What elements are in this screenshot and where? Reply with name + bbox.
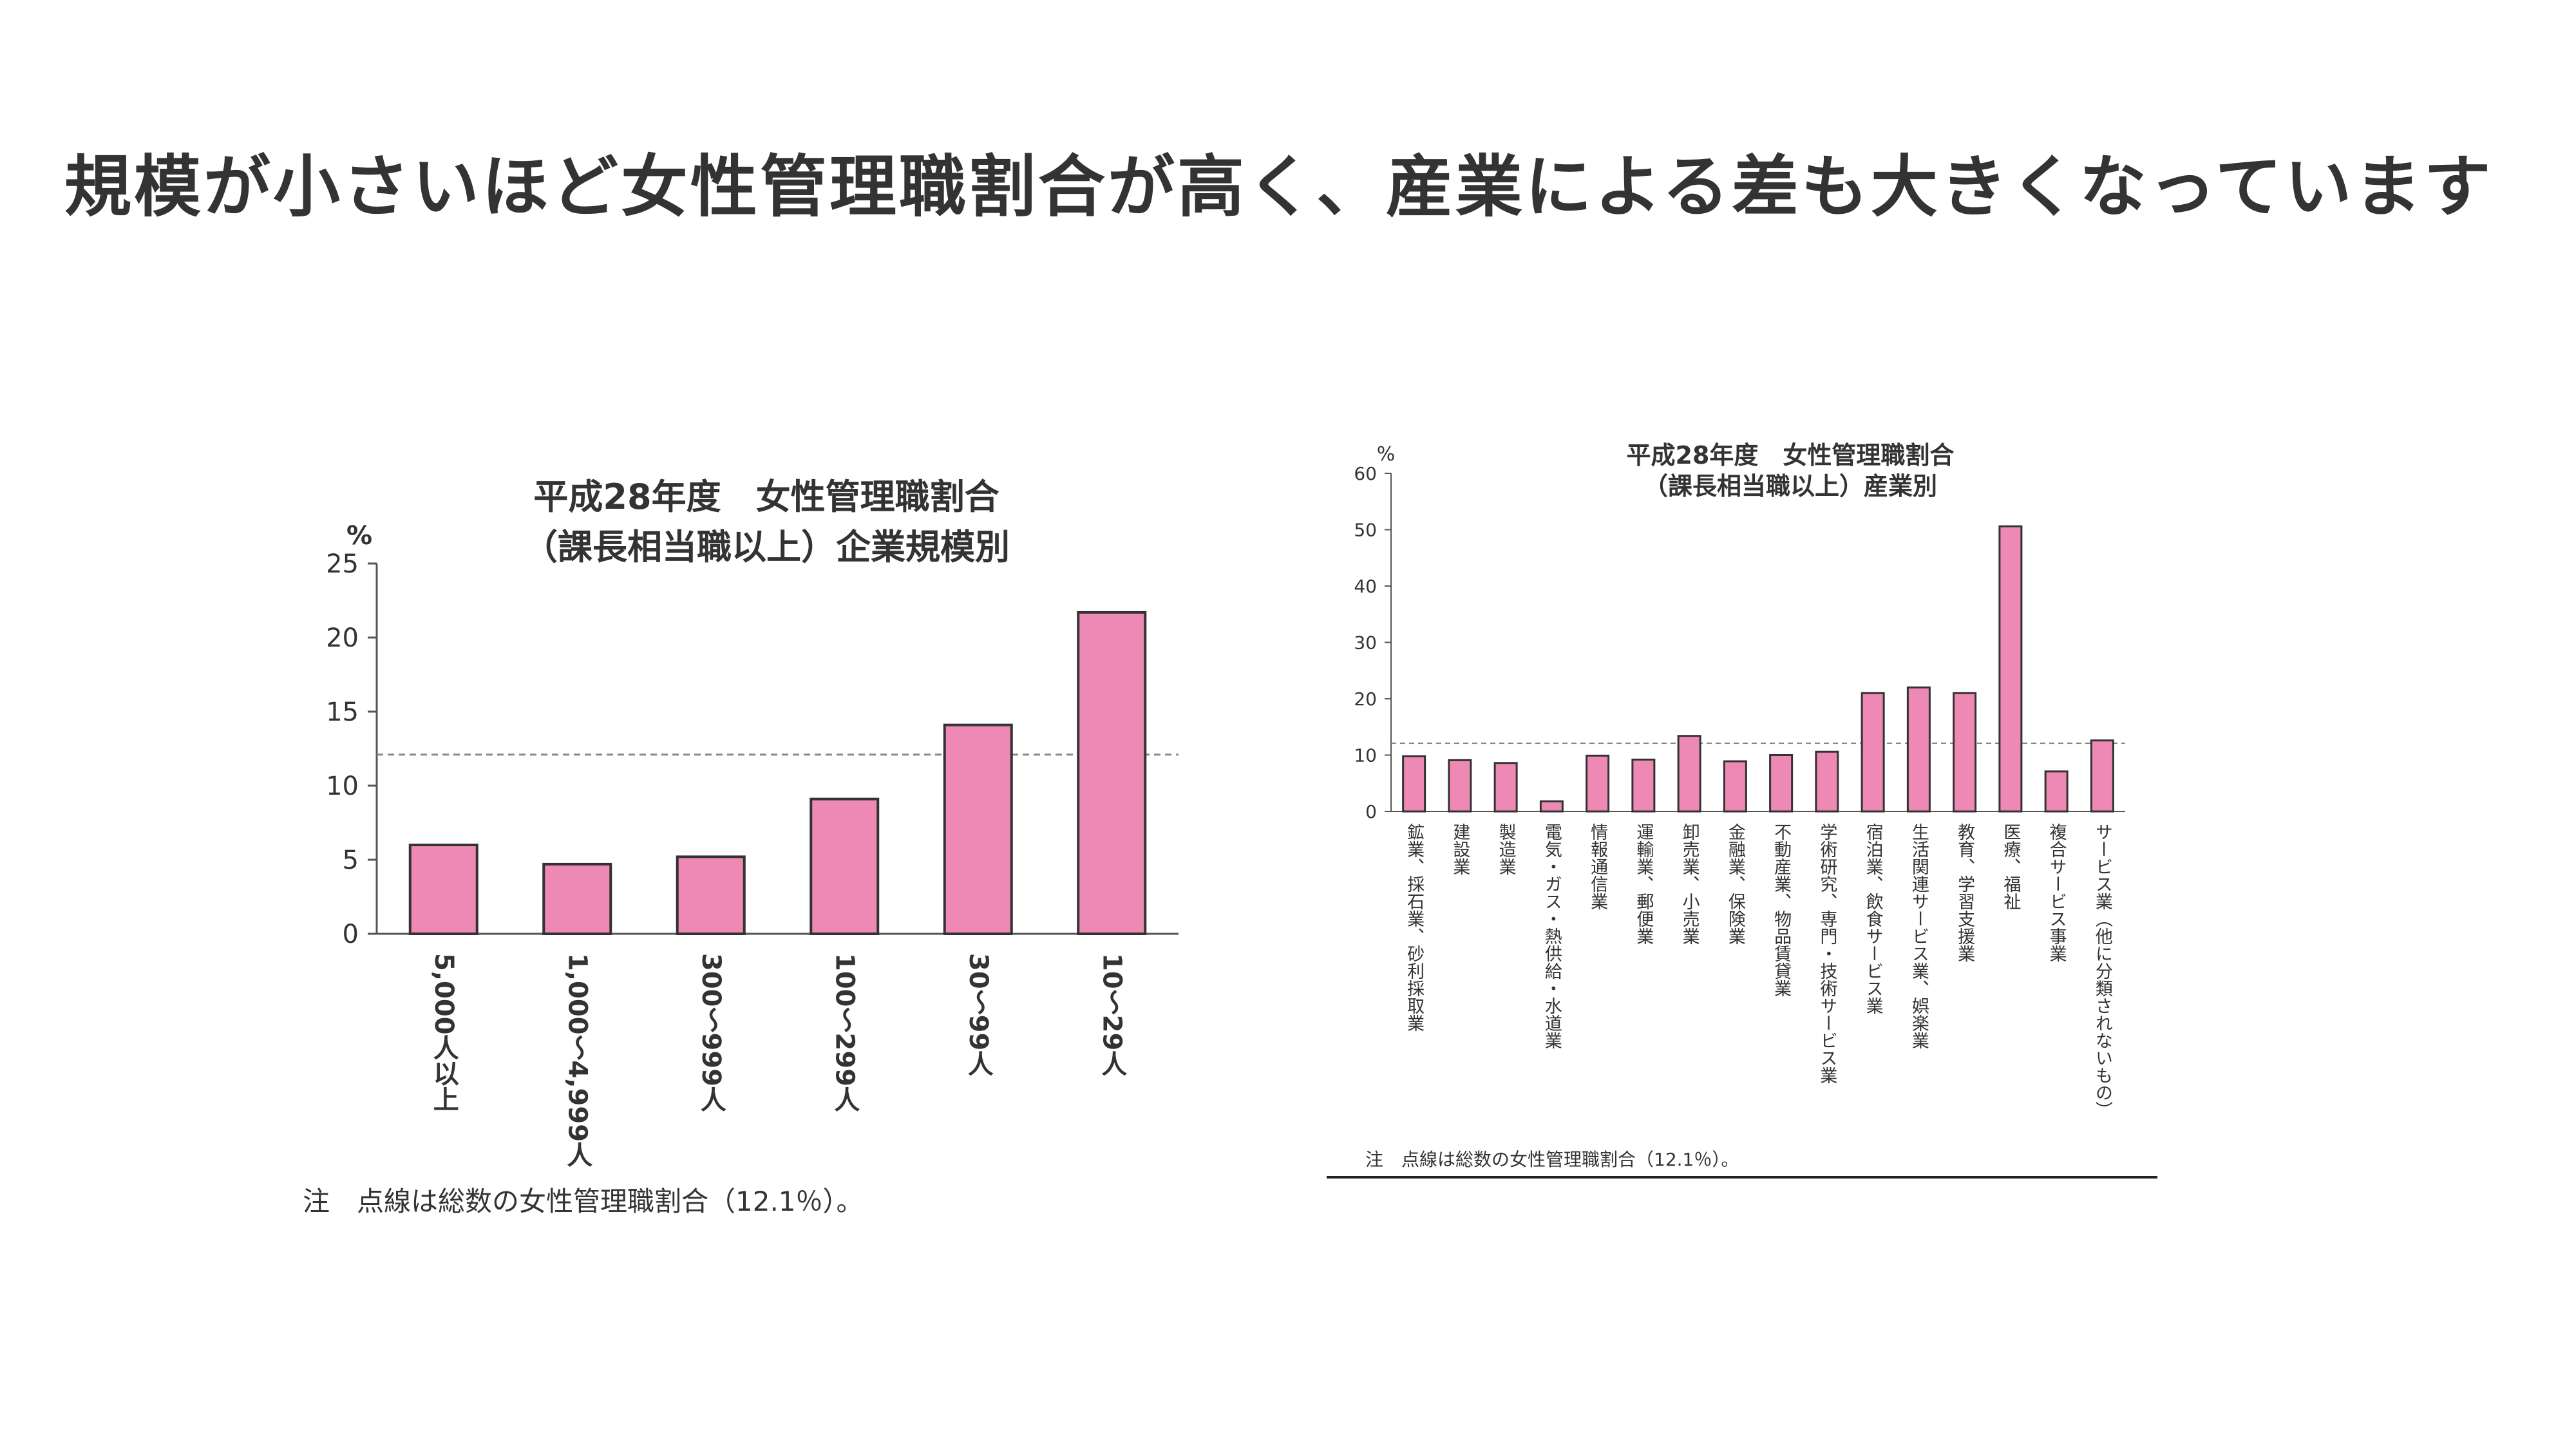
y-tick-label: 10 bbox=[1354, 745, 1377, 766]
y-tick-label: 5 bbox=[343, 846, 359, 875]
chart-note: 注 点線は総数の女性管理職割合（12.1％）。 bbox=[303, 1186, 864, 1217]
bar bbox=[1493, 762, 1518, 813]
category-label: 30～99人 bbox=[963, 953, 994, 1076]
chart-subtitle: （課長相当職以上）企業規模別 bbox=[523, 527, 1010, 567]
category-label: 10～29人 bbox=[1097, 953, 1127, 1076]
y-axis-unit: % bbox=[1377, 443, 1396, 466]
category-label: 100～299人 bbox=[829, 953, 860, 1112]
bar bbox=[2090, 739, 2114, 813]
y-tick-label: 50 bbox=[1354, 520, 1377, 541]
category-label: 医療、福祉 bbox=[2000, 823, 2021, 910]
category-label: サービス業（他に分類されないもの） bbox=[2092, 823, 2113, 1119]
y-tick-label: 40 bbox=[1354, 576, 1377, 597]
bar bbox=[943, 723, 1013, 935]
category-label: 学術研究、専門・技術サービス業 bbox=[1817, 823, 1837, 1084]
bar bbox=[2044, 770, 2069, 813]
chart-by-industry: 平成28年度 女性管理職割合 （課長相当職以上）産業別% 0 10 20 30 40 50 60… bbox=[1327, 441, 2157, 1179]
category-label: 卸売業、小売業 bbox=[1680, 823, 1700, 945]
y-tick-label: 25 bbox=[326, 549, 359, 579]
bar bbox=[1677, 735, 1701, 813]
slide-title: 規模が小さいほど女性管理職割合が高く、産業による差も大きくなっています bbox=[64, 147, 2494, 226]
y-tick-label: 0 bbox=[343, 920, 359, 949]
bar bbox=[408, 844, 478, 935]
bar bbox=[676, 855, 746, 936]
bar bbox=[1631, 759, 1656, 813]
category-label: 生活関連サービス業、娯楽業 bbox=[1909, 823, 1929, 1049]
category-label: 製造業 bbox=[1496, 823, 1517, 875]
chart-title: 平成28年度 女性管理職割合 bbox=[1627, 441, 1955, 469]
bar bbox=[1861, 692, 1885, 813]
category-label: 電気・ガス・熱供給・水道業 bbox=[1542, 823, 1562, 1049]
chart-title: 平成28年度 女性管理職割合 bbox=[533, 477, 999, 517]
category-label: 複合サービス事業 bbox=[2047, 823, 2067, 962]
category-label: 鉱業、採石業、砂利採取業 bbox=[1404, 823, 1425, 1032]
bar bbox=[542, 862, 612, 936]
y-tick-label: 20 bbox=[326, 623, 359, 653]
bar bbox=[1815, 750, 1839, 813]
bar bbox=[1769, 754, 1794, 813]
bar bbox=[1077, 611, 1147, 935]
chart-subtitle: （課長相当職以上）産業別 bbox=[1643, 472, 1937, 500]
y-tick-label: 60 bbox=[1354, 463, 1377, 484]
category-label: 情報通信業 bbox=[1587, 823, 1608, 910]
bar bbox=[1998, 525, 2023, 813]
bar bbox=[1953, 692, 1977, 813]
y-axis-unit: % bbox=[346, 521, 372, 551]
category-label: 1,000～4,999人 bbox=[562, 953, 592, 1168]
bar bbox=[1723, 760, 1747, 813]
y-tick-label: 30 bbox=[1354, 632, 1377, 654]
category-label: 不動産業、物品賃貸業 bbox=[1771, 823, 1792, 997]
bar bbox=[1906, 687, 1931, 813]
bar bbox=[1539, 800, 1564, 813]
chart-note: 注 点線は総数の女性管理職割合（12.1％）。 bbox=[1365, 1149, 1739, 1170]
bar bbox=[1586, 754, 1610, 813]
bar bbox=[1402, 755, 1426, 813]
category-label: 建設業 bbox=[1450, 823, 1470, 875]
chart-by-company-size: 平成28年度 女性管理職割合 （課長相当職以上）企業規模別% 0 5 10 15 20 25 5… bbox=[303, 477, 1179, 1217]
category-label: 教育、学習支援業 bbox=[1955, 823, 1975, 962]
y-tick-label: 20 bbox=[1354, 688, 1377, 710]
bar bbox=[810, 797, 880, 936]
category-label: 300～999人 bbox=[696, 953, 726, 1112]
category-label: 5,000人以上 bbox=[429, 953, 459, 1112]
category-label: 運輸業、郵便業 bbox=[1633, 823, 1654, 945]
y-tick-label: 15 bbox=[326, 697, 359, 727]
category-label: 金融業、保険業 bbox=[1725, 823, 1746, 945]
y-tick-label: 10 bbox=[326, 772, 359, 801]
y-tick-label: 0 bbox=[1365, 801, 1377, 822]
category-label: 宿泊業、飲食サービス業 bbox=[1863, 823, 1884, 1014]
bar bbox=[1448, 759, 1472, 813]
